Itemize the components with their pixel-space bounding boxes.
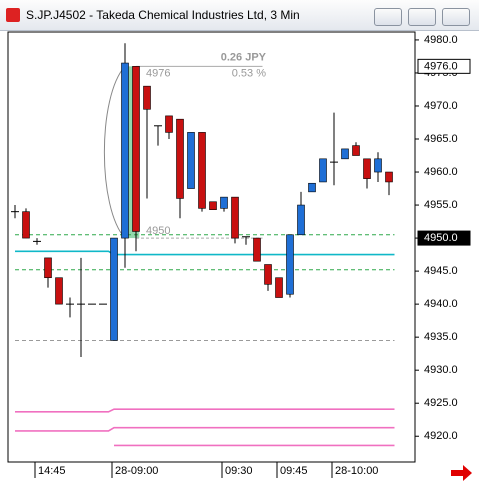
- maximize-button[interactable]: [408, 8, 436, 26]
- minimize-button[interactable]: [374, 8, 402, 26]
- price-marker-label: 4950.0: [424, 232, 458, 244]
- y-tick-label: 4935.0: [424, 331, 458, 343]
- overlay-line: [15, 426, 395, 432]
- price-marker-label: 4976.0: [424, 60, 458, 72]
- candle-body: [308, 182, 316, 193]
- y-tick-label: 4920.0: [424, 430, 458, 442]
- candle-body: [143, 85, 151, 110]
- measure-top: 4976: [146, 67, 170, 79]
- title-bar: S.JP.J4502 - Takeda Chemical Industries …: [0, 0, 479, 31]
- y-tick-label: 4930.0: [424, 364, 458, 376]
- candle-body: [319, 158, 327, 183]
- y-tick-label: 4970.0: [424, 100, 458, 112]
- y-tick-label: 4955.0: [424, 199, 458, 211]
- plot-area: [7, 31, 416, 463]
- candle-body: [121, 62, 129, 239]
- measure-percent: 0.53 %: [232, 67, 266, 79]
- candle-body: [374, 158, 382, 173]
- candle-body: [264, 264, 272, 285]
- measure-curve: [103, 66, 126, 239]
- candle-body: [187, 132, 195, 189]
- candle-body: [44, 257, 52, 279]
- candle-body: [275, 277, 283, 298]
- scroll-arrow[interactable]: [451, 465, 472, 481]
- candle-body: [55, 277, 63, 305]
- y-tick-label: 4965.0: [424, 133, 458, 145]
- x-tick-label: 28-10:00: [335, 465, 378, 477]
- x-tick-label: 09:45: [280, 465, 308, 477]
- candle-body: [176, 118, 184, 199]
- y-tick-label: 4960.0: [424, 166, 458, 178]
- y-tick-label: 4980.0: [424, 34, 458, 46]
- price-marker: [417, 58, 471, 74]
- x-tick-label: 28-09:00: [115, 465, 158, 477]
- candle-body: [297, 204, 305, 236]
- candle-body: [132, 66, 140, 232]
- y-tick-label: 4925.0: [424, 397, 458, 409]
- x-tick-label: 14:45: [38, 465, 66, 477]
- candle-body: [286, 234, 294, 295]
- x-tick-label: 09:30: [225, 465, 253, 477]
- candle-body: [198, 132, 206, 209]
- y-tick-label: 4940.0: [424, 298, 458, 310]
- window-title: S.JP.J4502 - Takeda Chemical Industries …: [26, 8, 300, 22]
- candle-body: [220, 196, 228, 209]
- candle-body: [341, 148, 349, 160]
- candle-body: [110, 237, 118, 341]
- y-tick-label: 4945.0: [424, 265, 458, 277]
- candle-body: [209, 201, 217, 210]
- candle-body: [363, 158, 371, 179]
- candle-body: [352, 145, 360, 156]
- app-icon: [6, 8, 20, 22]
- candle-body: [231, 196, 239, 239]
- measure-change: 0.26 JPY: [221, 51, 267, 63]
- candle-body: [253, 237, 261, 262]
- overlay-line: [15, 408, 395, 413]
- price-marker: [417, 230, 471, 246]
- candle-body: [22, 211, 30, 239]
- close-button[interactable]: [442, 8, 470, 26]
- candle-body: [165, 115, 173, 133]
- measure-bottom: 4950: [146, 225, 170, 237]
- candle-body: [385, 171, 393, 183]
